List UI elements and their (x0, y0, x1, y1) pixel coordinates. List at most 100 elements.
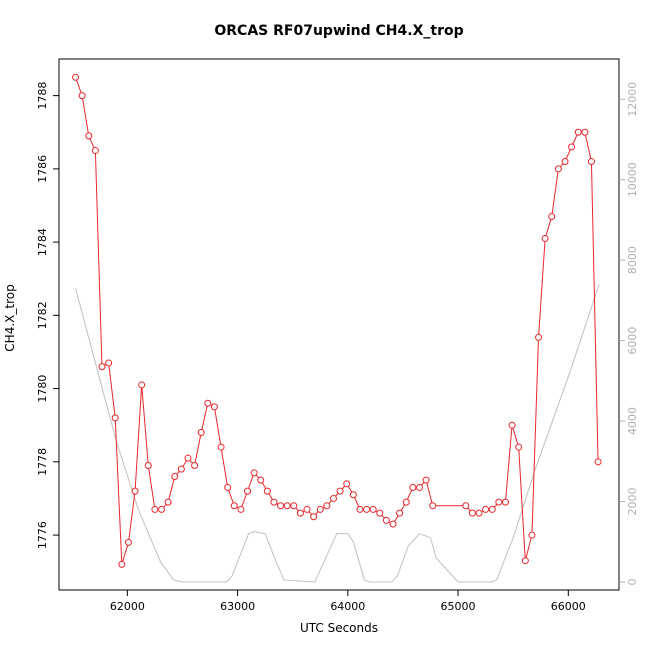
data-point (316, 505, 324, 513)
data-point (244, 487, 252, 495)
y2-tick-label: 2000 (626, 488, 639, 516)
plot-frame-layer (58, 58, 620, 591)
data-point (561, 158, 569, 166)
plot-border (58, 58, 620, 591)
data-point (85, 132, 93, 140)
data-point (171, 472, 179, 480)
data-point (158, 505, 166, 513)
data-point (310, 513, 318, 521)
y-axis-right: 0 2000 4000 6000 8000 10000 12000 (619, 82, 639, 585)
data-point (554, 165, 562, 173)
y-tick-label: 1784 (36, 228, 49, 256)
data-point (488, 505, 496, 513)
y-tick-label: 1776 (36, 521, 49, 549)
y-tick-label: 1782 (36, 301, 49, 329)
data-point (72, 73, 80, 81)
y-tick-label: 1778 (36, 448, 49, 476)
data-point (283, 502, 291, 510)
data-point (257, 476, 265, 484)
data-point (105, 359, 113, 367)
data-point (131, 487, 139, 495)
x-tick-label: 66000 (551, 600, 586, 613)
data-point (402, 498, 410, 506)
data-point (177, 465, 185, 473)
x-tick-label: 64000 (330, 600, 365, 613)
data-point (329, 494, 337, 502)
data-point (581, 128, 589, 136)
data-point (111, 414, 119, 422)
data-point (210, 403, 218, 411)
data-point (501, 498, 509, 506)
data-point (78, 92, 86, 100)
y2-tick-label: 0 (626, 578, 639, 585)
data-point (482, 505, 490, 513)
data-point (303, 505, 311, 513)
x-tick-label: 62000 (110, 600, 145, 613)
secondary-series-line (75, 284, 600, 583)
data-point (323, 502, 331, 510)
data-point (98, 363, 106, 371)
data-point (349, 491, 357, 499)
y2-tick-label: 8000 (626, 246, 639, 274)
data-point (250, 469, 258, 477)
data-point (541, 234, 549, 242)
data-point (217, 443, 225, 451)
data-point (118, 560, 126, 568)
data-point (164, 498, 172, 506)
y-tick-label: 1780 (36, 375, 49, 403)
x-axis-label: UTC Seconds (300, 621, 378, 635)
y-axis-left: 1776 1778 1780 1782 1784 1786 1788 (36, 82, 59, 549)
data-point (548, 212, 556, 220)
data-point (535, 333, 543, 341)
primary-series-layer (72, 73, 602, 568)
data-point (594, 458, 602, 466)
data-point (138, 381, 146, 389)
data-point (389, 520, 397, 528)
y-tick-label: 1788 (36, 82, 49, 110)
data-point (144, 461, 152, 469)
y2-tick-label: 10000 (626, 162, 639, 197)
data-point (528, 531, 536, 539)
data-point (277, 502, 285, 510)
data-point (237, 505, 245, 513)
data-point (290, 502, 298, 510)
data-point (336, 487, 344, 495)
data-point (409, 483, 417, 491)
y-axis-label: CH4.X_trop (3, 284, 17, 351)
data-point (429, 502, 437, 510)
x-tick-label: 65000 (441, 600, 476, 613)
data-point (270, 498, 278, 506)
data-point (204, 399, 212, 407)
data-point (521, 557, 529, 565)
data-point (574, 128, 582, 136)
data-point (396, 509, 404, 517)
data-point (495, 498, 503, 506)
data-point (343, 480, 351, 488)
x-tick-label: 63000 (220, 600, 255, 613)
data-point (369, 505, 377, 513)
x-axis: 62000 63000 64000 65000 66000 (110, 590, 586, 613)
data-point (230, 502, 238, 510)
data-point (376, 509, 384, 517)
data-point (508, 421, 516, 429)
y2-tick-label: 6000 (626, 327, 639, 355)
data-point (363, 505, 371, 513)
data-point (296, 509, 304, 517)
data-point (462, 502, 470, 510)
data-point (197, 429, 205, 437)
data-point (91, 147, 99, 155)
y2-tick-label: 12000 (626, 82, 639, 117)
data-point (356, 505, 364, 513)
data-point (587, 158, 595, 166)
data-point (415, 483, 423, 491)
data-point (184, 454, 192, 462)
data-point (568, 143, 576, 151)
y-tick-label: 1786 (36, 155, 49, 183)
data-point (151, 505, 159, 513)
y2-tick-label: 4000 (626, 407, 639, 435)
data-point (224, 483, 232, 491)
chart-title: ORCAS RF07upwind CH4.X_trop (214, 23, 463, 39)
data-point (468, 509, 476, 517)
data-point (422, 476, 430, 484)
